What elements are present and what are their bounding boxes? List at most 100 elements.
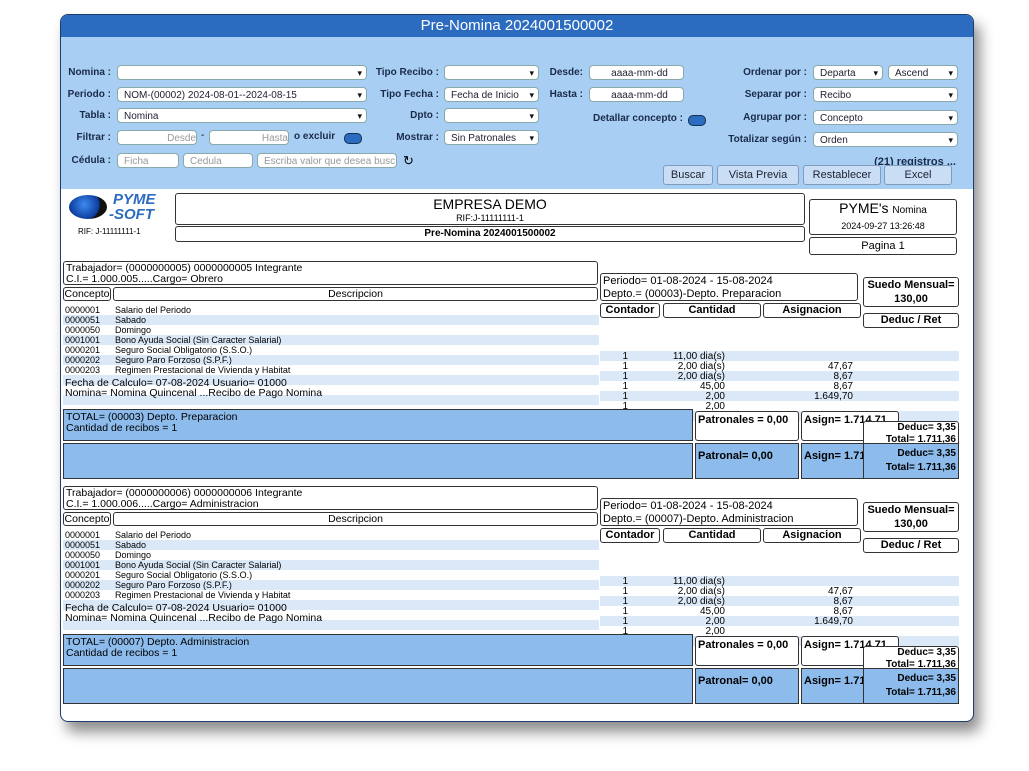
report: PYME -SOFT RIF: J-11111111-1 EMPRESA DEMO RI…	[61, 189, 973, 721]
net-total: Total= 1.711,36	[885, 434, 956, 445]
concept-description: Sabado	[115, 540, 147, 550]
total-label: TOTAL= (00003) Depto. Preparacion	[66, 411, 238, 423]
row-stripe	[63, 600, 599, 610]
total-box: TOTAL= (00007) Depto. Administracion Cant…	[63, 634, 693, 666]
dropdown-arrow: ▾	[529, 68, 534, 78]
select[interactable]: Concepto ▾	[813, 110, 958, 125]
select[interactable]: Nomina ▾	[117, 108, 367, 123]
input[interactable]: aaaa-mm-dd	[589, 65, 684, 80]
counter: 1	[622, 576, 628, 587]
input[interactable]: Desde	[117, 130, 197, 145]
worker: Trabajador= (0000000005) 0000000005 Inte…	[66, 262, 303, 274]
quantity: 11,00 dia(s)	[672, 351, 725, 362]
deduc-sum: Deduc= 3,35 Total= 1.711,36	[863, 443, 959, 479]
button[interactable]: Vista Previa	[717, 165, 799, 185]
option-label: o excluir	[294, 131, 336, 142]
select[interactable]: Sin Patronales ▾	[444, 130, 539, 145]
input[interactable]: Hasta	[209, 130, 289, 145]
row-stripe	[63, 395, 599, 405]
counter: 1	[622, 606, 628, 617]
row-stripe	[600, 391, 959, 401]
row-stripe	[63, 355, 599, 365]
input[interactable]: Cedula	[183, 153, 253, 168]
toggle[interactable]	[344, 133, 362, 144]
department: Depto.= (00003)-Depto. Preparacion	[603, 288, 782, 300]
salary-label: Suedo Mensual=	[867, 504, 955, 516]
input[interactable]: aaaa-mm-dd	[589, 87, 684, 102]
row-stripe	[63, 620, 599, 630]
assignment: 8,67	[833, 381, 853, 392]
select[interactable]: Orden ▾	[813, 132, 958, 147]
assignment: 1.649,70	[814, 616, 853, 627]
row-stripe	[63, 335, 599, 345]
concept-description: Salario del Periodo	[115, 530, 192, 540]
period-box: Periodo= 01-08-2024 - 15-08-2024 Depto.= …	[600, 273, 858, 301]
receipt: Trabajador= (0000000005) 0000000005 Inte…	[63, 261, 969, 483]
field-label: Tipo Fecha :	[380, 89, 439, 100]
column-header: Concepto	[63, 287, 111, 301]
concept-code: 0001001	[65, 335, 101, 345]
concept-code: 0000201	[65, 570, 101, 580]
calc-date: Fecha de Calculo= 07-08-2024 Usuario= 01…	[65, 377, 287, 389]
field-value: aaaa-mm-dd	[611, 90, 668, 101]
assignment: 47,67	[827, 361, 853, 372]
select[interactable]: ▾	[117, 65, 367, 80]
select[interactable]: Recibo ▾	[813, 87, 958, 102]
concept-description: Seguro Paro Forzoso (S.P.F.)	[115, 355, 232, 365]
concept-code: 0000001	[65, 530, 101, 540]
field-value: NOM-(00002) 2024-08-01--2024-08-15	[124, 90, 297, 101]
field-label: Desde:	[549, 67, 583, 78]
row-stripe	[63, 315, 599, 325]
net-sum: Total= 1.711,36	[885, 687, 956, 698]
select[interactable]: Departa ▾	[813, 65, 883, 80]
concept-code: 0000050	[65, 325, 101, 335]
deduc-sum-value: Deduc= 3,35	[897, 448, 956, 459]
select[interactable]: Ascend ▾	[888, 65, 958, 80]
select[interactable]: NOM-(00002) 2024-08-01--2024-08-15 ▾	[117, 87, 367, 102]
salary: 130,00	[894, 518, 928, 530]
counter: 1	[622, 401, 628, 412]
assignment: 8,67	[833, 596, 853, 607]
logo-rif: RIF: J-11111111-1	[78, 227, 141, 236]
counter: 1	[622, 391, 628, 402]
select[interactable]: ▾	[444, 65, 539, 80]
counter: 1	[622, 616, 628, 627]
summary-band	[63, 668, 693, 704]
employer-sum: Patronal= 0,00	[695, 443, 799, 479]
concept-description: Seguro Social Obligatorio (S.S.O.)	[115, 345, 253, 355]
select[interactable]: ▾	[444, 108, 539, 123]
button[interactable]: Excel	[884, 165, 952, 185]
dropdown-arrow: ▾	[948, 135, 953, 145]
salary-box: Suedo Mensual= 130,00	[863, 502, 959, 532]
field-value: Orden	[820, 135, 848, 146]
dropdown-arrow: ▾	[948, 113, 953, 123]
receipt-count: Cantidad de recibos = 1	[66, 422, 178, 434]
button[interactable]: Restablecer	[803, 165, 881, 185]
input[interactable]: Escriba valor que desea busc	[257, 153, 397, 168]
toggle[interactable]	[688, 115, 706, 126]
quantity: 2,00 dia(s)	[677, 586, 725, 597]
quantity: 11,00 dia(s)	[672, 576, 725, 587]
field-label: Nomina :	[68, 67, 111, 78]
select[interactable]: Fecha de Inicio ▾	[444, 87, 539, 102]
dropdown-arrow: ▾	[873, 68, 878, 78]
worker: Trabajador= (0000000006) 0000000006 Inte…	[66, 487, 303, 499]
refresh-icon[interactable]: ↻	[403, 153, 414, 168]
deduc-total: Deduc= 3,35	[897, 422, 956, 433]
receipt: Trabajador= (0000000006) 0000000006 Inte…	[63, 486, 969, 708]
input[interactable]: Ficha	[117, 153, 179, 168]
column-header: Descripcion	[113, 287, 598, 301]
column-header: Descripcion	[113, 512, 598, 526]
concept-code: 0000051	[65, 315, 101, 325]
field-value: Concepto	[820, 113, 863, 124]
column-header: Contador	[600, 528, 660, 543]
button[interactable]: Buscar	[663, 165, 713, 185]
field-label: Agrupar por :	[743, 112, 807, 123]
window-title: Pre-Nomina 2024001500002	[61, 15, 973, 37]
deduc-box: Deduc= 3,35 Total= 1.711,36	[863, 646, 959, 672]
counter: 1	[622, 586, 628, 597]
row-stripe	[63, 560, 599, 570]
field-value: Departa	[820, 68, 856, 79]
dropdown-arrow: ▾	[529, 133, 534, 143]
column-header: Contador	[600, 303, 660, 318]
